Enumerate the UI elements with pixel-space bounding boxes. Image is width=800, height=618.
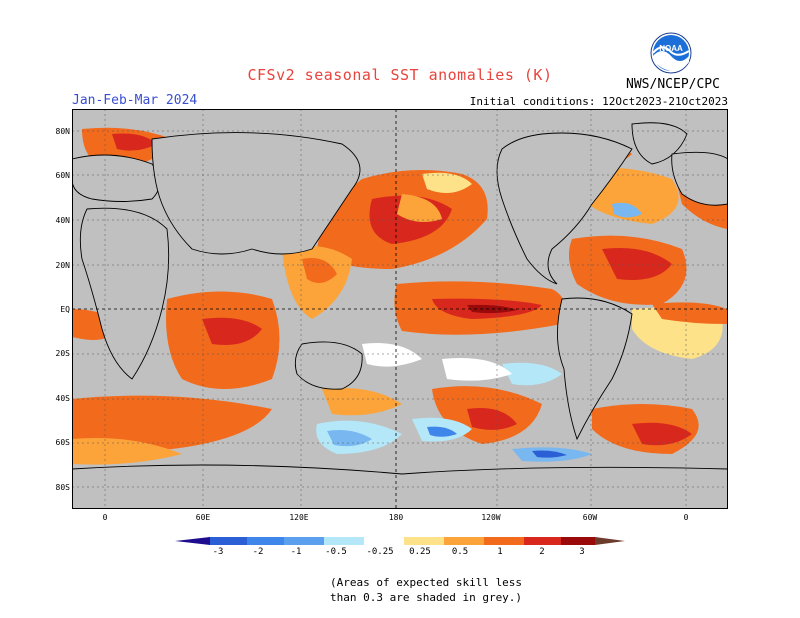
colorbar-swatch: [524, 537, 561, 545]
lon-label: 120W: [481, 513, 501, 522]
lat-label: 80N: [55, 127, 70, 136]
colorbar-tick: 0.25: [409, 547, 431, 555]
lat-label: 20N: [55, 261, 70, 270]
lon-label: 0: [102, 513, 108, 522]
skill-note: (Areas of expected skill less than 0.3 a…: [330, 575, 550, 605]
colorbar-tick: 2: [539, 547, 544, 555]
north-america: [496, 132, 633, 285]
colorbar-tick: 3: [579, 547, 584, 555]
colorbar-tick: 1: [497, 547, 502, 555]
colorbar-tick: -0.25: [366, 547, 393, 555]
lat-label: 60N: [55, 171, 70, 180]
cool-anomaly-patches: [316, 202, 642, 462]
colorbar-swatch: [324, 537, 364, 545]
sst-anomaly-map: [72, 109, 728, 509]
africa: [79, 207, 170, 380]
page-title: CFSv2 seasonal SST anomalies (K): [247, 66, 553, 84]
asia: [151, 132, 361, 255]
colorbar-swatch: [364, 537, 404, 545]
colorbar-tick: -3: [213, 547, 224, 555]
colorbar-tick: 0.5: [452, 547, 468, 555]
coastlines: [72, 122, 728, 509]
colorbar-swatch: [247, 537, 284, 545]
lat-label: EQ: [60, 305, 70, 314]
colorbar-tick: -1: [291, 547, 302, 555]
antarctica: [72, 464, 728, 509]
colorbar-tick: -2: [253, 547, 264, 555]
warm-anomaly-patches: [72, 127, 727, 465]
initial-conditions: Initial conditions: 12Oct2023-21Oct2023: [469, 95, 728, 108]
lat-label: 20S: [55, 349, 70, 358]
colorbar-arrow-high: [595, 537, 625, 545]
colorbar-swatch: [484, 537, 524, 545]
lat-label: 40N: [55, 216, 70, 225]
noaa-logo: NOAA: [650, 32, 692, 74]
lat-label: 40S: [55, 394, 70, 403]
lon-label: 60W: [582, 513, 598, 522]
colorbar-swatch: [210, 537, 247, 545]
lon-label: 60E: [195, 513, 211, 522]
southern-ocean-warm: [72, 395, 272, 451]
lon-label: 120E: [289, 513, 309, 522]
colorbar-swatch: [284, 537, 324, 545]
skill-note-line: (Areas of expected skill less: [330, 576, 523, 589]
colorbar-arrow-low: [175, 537, 210, 545]
agency-label: NWS/NCEP/CPC: [626, 77, 720, 92]
lon-label: 180: [388, 513, 404, 522]
lat-label: 80S: [55, 483, 70, 492]
europe: [72, 154, 160, 202]
colorbar-swatch: [404, 537, 444, 545]
colorbar: -3 -2 -1 -0.5 -0.25 0.25 0.5 1 2 3: [175, 537, 625, 555]
map-frame: [72, 109, 728, 509]
lon-label: 0: [683, 513, 689, 522]
logo-text: NOAA: [659, 44, 683, 53]
colorbar-swatch: [561, 537, 595, 545]
south-america: [557, 297, 633, 441]
colorbar-tick: -0.5: [325, 547, 347, 555]
lat-label: 60S: [55, 438, 70, 447]
colorbar-swatch: [444, 537, 484, 545]
skill-note-line: than 0.3 are shaded in grey.): [330, 591, 523, 604]
forecast-period: Jan-Feb-Mar 2024: [72, 93, 198, 108]
